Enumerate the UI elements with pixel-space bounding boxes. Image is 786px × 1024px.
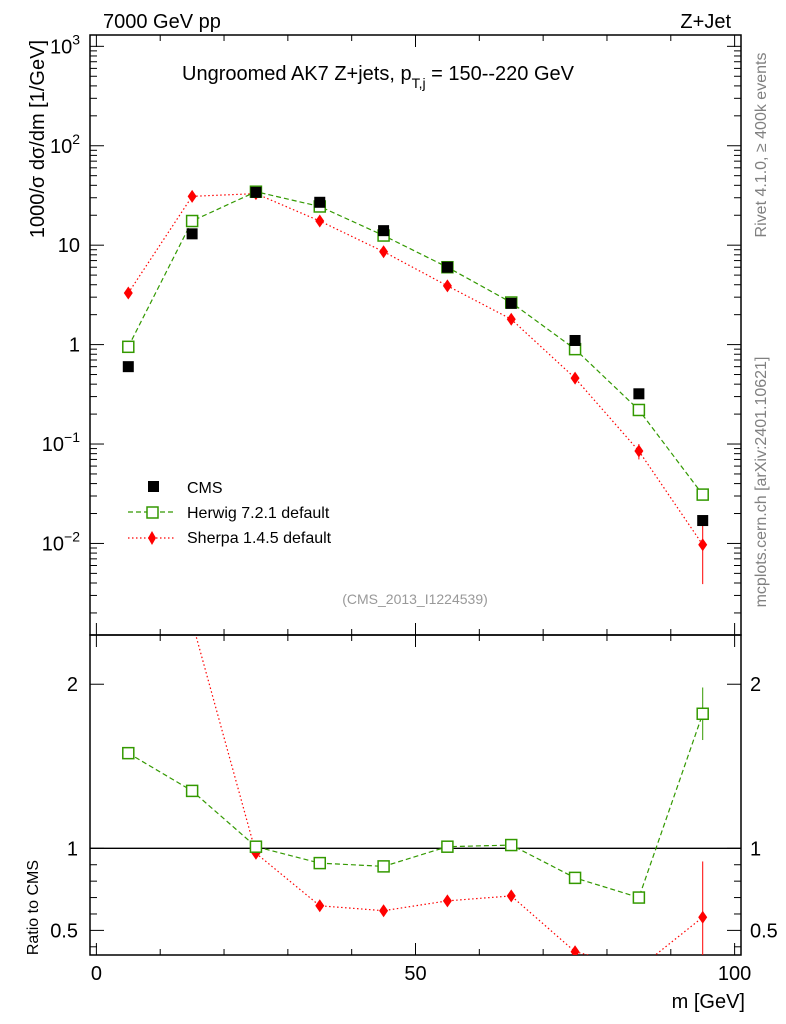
legend-sherpa-label: Sherpa 1.4.5 default	[187, 530, 332, 547]
cms-point	[314, 196, 326, 208]
cms-point	[186, 228, 198, 240]
main-ytick-label: 102	[50, 131, 80, 158]
ratio-herwig-point	[504, 838, 518, 852]
herwig-point	[696, 488, 709, 501]
ratio-ylabel: Ratio to CMS	[25, 860, 42, 955]
main-ytick-exponent: 2	[72, 131, 80, 147]
ratio-herwig-point	[377, 860, 390, 873]
header-right: Z+Jet	[680, 11, 731, 33]
mcplots-info: mcplots.cern.ch [arXiv:2401.10621]	[753, 357, 770, 608]
ratio-herwig-point	[568, 871, 582, 885]
ratio-sherpa-point	[379, 904, 389, 918]
sherpa-point	[570, 371, 580, 385]
cms-point	[569, 334, 581, 346]
analysis-watermark: (CMS_2013_I1224539)	[342, 591, 488, 607]
ratio-ytick-label-left: 0.5	[50, 920, 78, 942]
main-ytick-exponent: 3	[72, 31, 80, 47]
ratio-sherpa-point	[124, 103, 133, 116]
ratio-herwig-point	[249, 840, 263, 853]
ratio-ytick-label-left: 2	[67, 674, 78, 696]
sherpa-point	[315, 214, 325, 228]
legend-cms-marker	[148, 481, 159, 492]
legend-herwig-label: Herwig 7.2.1 default	[187, 505, 330, 522]
sherpa-point	[698, 538, 708, 552]
herwig-point	[632, 403, 646, 417]
ratio-herwig-point	[122, 746, 135, 760]
main-title: Ungroomed AK7 Z+jets, pT,j = 150--220 Ge…	[182, 63, 575, 91]
legend-cms-label: CMS	[187, 480, 223, 497]
sherpa-point	[442, 279, 452, 293]
herwig-line	[127, 191, 704, 495]
legend-herwig-marker	[146, 506, 159, 519]
main-ytick-label: 1	[69, 335, 80, 357]
main-ytick-exponent: −2	[64, 528, 80, 544]
main-ytick-base: 10	[58, 235, 80, 257]
herwig-point	[185, 214, 199, 228]
main-ytick-label: 10−1	[42, 429, 80, 456]
cms-point	[378, 225, 390, 237]
rivet-info: Rivet 4.1.0, ≥ 400k events	[753, 53, 770, 238]
cms-point	[441, 261, 453, 273]
sherpa-point	[123, 286, 133, 300]
main-ytick-base: 10	[50, 136, 72, 158]
main-title-subscript: T,j	[412, 75, 426, 91]
cms-point	[505, 297, 517, 309]
main-ytick-base: 1	[69, 335, 80, 357]
main-ylabel: 1000/σ dσ/dm [1/GeV]	[27, 40, 49, 238]
ratio-sherpa-point	[698, 910, 708, 924]
ratio-sherpa-point	[506, 889, 516, 903]
sherpa-line	[127, 193, 704, 546]
x-tick-label: 50	[404, 963, 426, 985]
sherpa-point	[634, 444, 644, 458]
cms-point	[122, 361, 134, 373]
main-title-text: Ungroomed AK7 Z+jets, p	[182, 63, 412, 85]
sherpa-point	[379, 245, 389, 259]
ratio-sherpa-point	[188, 615, 197, 628]
sherpa-point	[187, 189, 197, 203]
main-ytick-base: 10	[42, 533, 64, 555]
ratio-ytick-label-right: 1	[750, 838, 761, 860]
legend: CMS Herwig 7.2.1 default Sherpa 1.4.5 de…	[128, 480, 332, 547]
cms-point	[697, 515, 709, 527]
main-title-tail: = 150--220 GeV	[426, 63, 575, 85]
ratio-sherpa-point	[442, 894, 452, 908]
ratio-ytick-label-right: 0.5	[750, 920, 778, 942]
x-tick-label: 0	[91, 963, 102, 985]
ratio-herwig-line	[127, 713, 704, 899]
ratio-ytick-label-left: 1	[67, 838, 78, 860]
ratio-herwig-point	[313, 856, 327, 870]
main-ytick-exponent: −1	[64, 429, 80, 445]
ratio-herwig-point	[441, 840, 454, 853]
x-tick-label: 100	[718, 963, 751, 985]
main-ytick-base: 10	[50, 36, 72, 58]
main-ytick-label: 103	[50, 31, 80, 58]
header-left: 7000 GeV pp	[103, 11, 221, 33]
main-ytick-base: 10	[42, 434, 64, 456]
ratio-sherpa-point	[634, 962, 643, 975]
ratio-plot-area: 0 50 100 0.5 0.5 1 1 2 2	[50, 103, 778, 985]
ratio-ytick-label-right: 2	[750, 674, 761, 696]
main-ytick-label: 10	[58, 235, 80, 257]
cms-point	[250, 186, 262, 198]
ratio-herwig-point	[696, 707, 709, 721]
legend-sherpa-marker	[148, 531, 156, 545]
ratio-sherpa-point	[315, 899, 325, 913]
ratio-sherpa-point	[570, 945, 580, 955]
main-ytick-label: 10−2	[42, 528, 80, 555]
herwig-point	[122, 340, 135, 354]
x-axis-label: m [GeV]	[672, 991, 745, 1013]
ratio-herwig-point	[185, 784, 199, 798]
sherpa-point	[506, 312, 516, 326]
cms-point	[633, 388, 645, 400]
ratio-herwig-point	[632, 891, 646, 904]
